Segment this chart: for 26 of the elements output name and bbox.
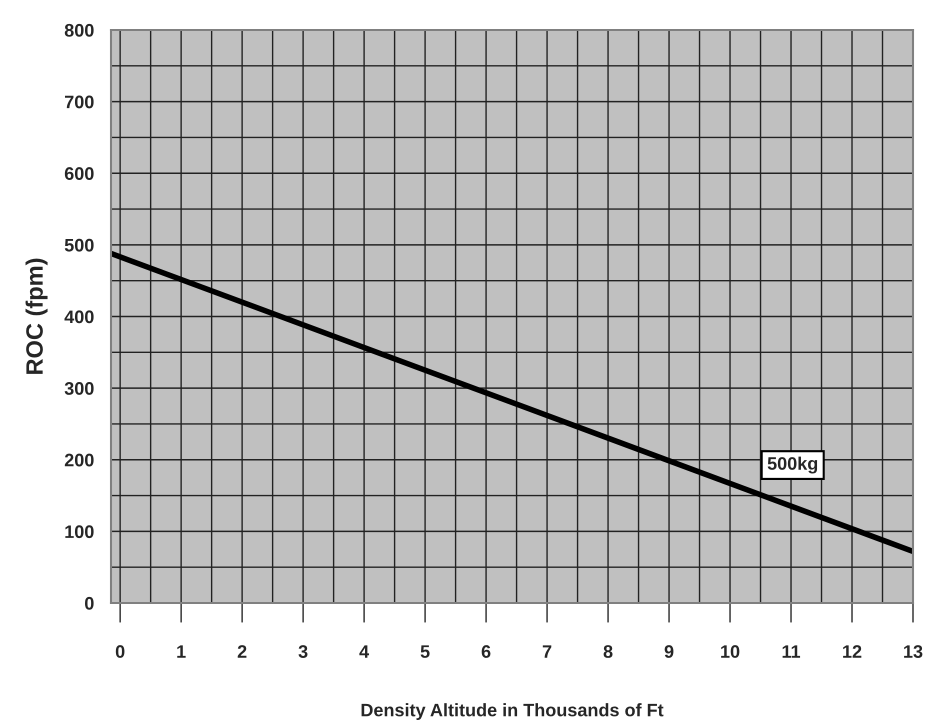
- x-tick-label: 5: [420, 645, 430, 658]
- y-tick-label: 300: [64, 382, 94, 395]
- y-axis-title: ROC (fpm): [26, 258, 48, 374]
- x-tick-label: 7: [542, 645, 552, 658]
- y-tick-label: 800: [64, 24, 94, 37]
- x-tick-label: 12: [843, 645, 862, 658]
- x-tick-label: 6: [482, 645, 490, 658]
- y-tick-label: 600: [64, 167, 94, 180]
- y-tick-label: 700: [64, 96, 94, 108]
- x-tick-label: 4: [359, 645, 370, 658]
- x-tick-label: 1: [177, 645, 186, 658]
- x-tick-label: 10: [721, 645, 740, 658]
- x-axis-title: Density Altitude in Thousands of Ft: [362, 703, 664, 720]
- x-tick-label: 13: [904, 645, 922, 658]
- series-label: 500kg: [768, 456, 818, 474]
- x-tick-label: 2: [238, 645, 246, 658]
- y-tick-label: 0: [85, 596, 94, 610]
- x-tick-label: 11: [782, 645, 800, 658]
- x-tick-label: 9: [664, 645, 674, 658]
- y-tick-label: 500: [64, 238, 94, 252]
- y-tick-label: 400: [64, 310, 94, 324]
- y-tick-label: 100: [65, 525, 94, 538]
- x-tick-label: 0: [116, 645, 124, 658]
- y-tick-label: 200: [64, 454, 94, 466]
- x-tick-label: 8: [604, 645, 613, 658]
- x-tick-label: 3: [298, 645, 308, 658]
